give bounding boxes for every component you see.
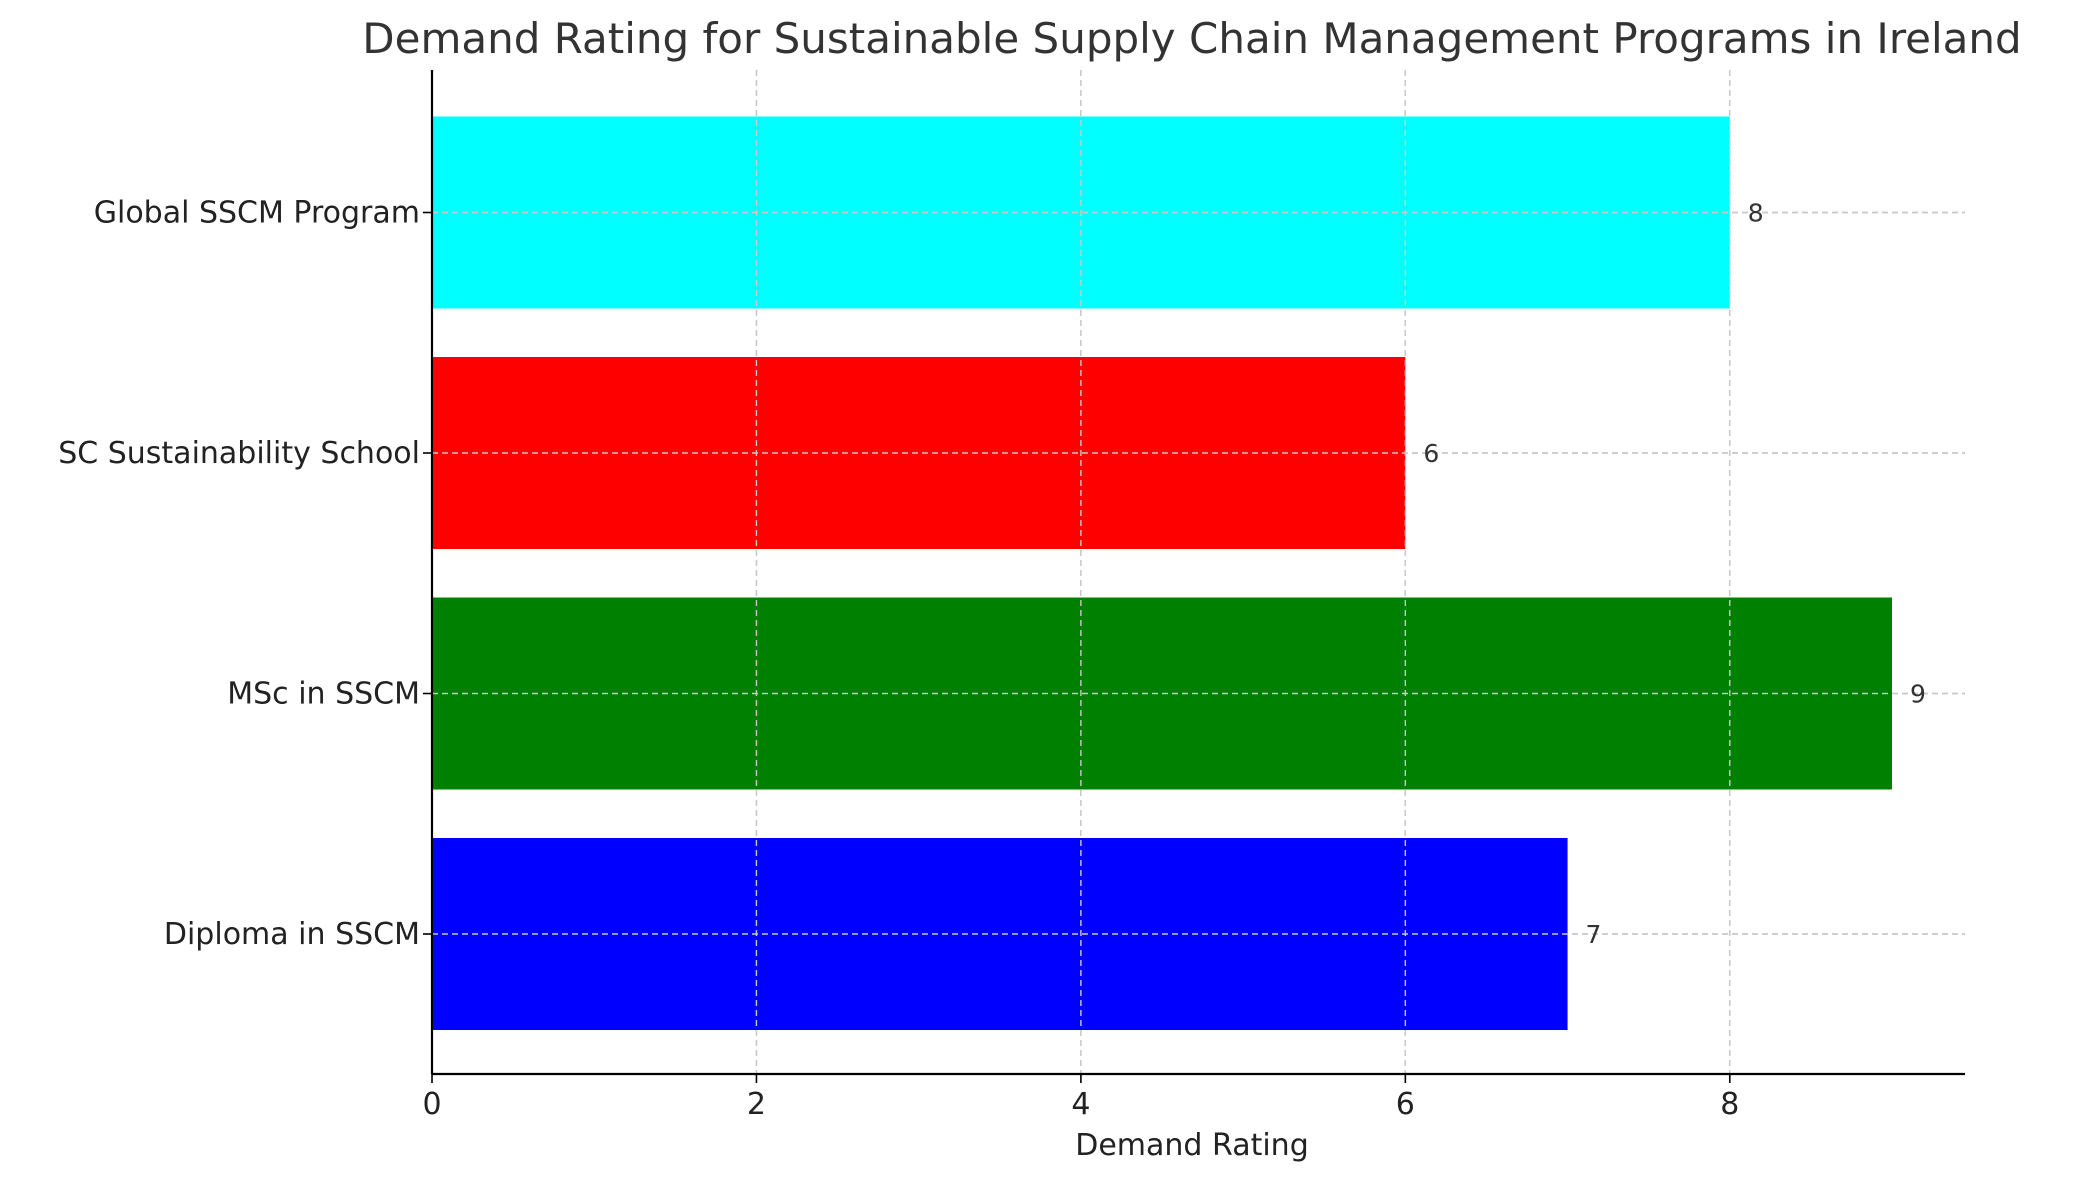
- axes: [423, 70, 1965, 1083]
- labels: 0 2 4 6 8 Diploma in SSCM 7 MSc in SSCM 9 SC Sust…: [58, 196, 1926, 1123]
- category-label: SC Sustainability School: [58, 436, 420, 471]
- bar: [432, 838, 1568, 1030]
- value-label: 6: [1423, 439, 1439, 468]
- x-axis-title: Demand Rating: [1075, 1128, 1308, 1163]
- bars: [432, 116, 1892, 1030]
- chart-title: Demand Rating for Sustainable Supply Cha…: [362, 14, 2021, 63]
- value-label: 7: [1586, 920, 1602, 949]
- x-tick-label: 6: [1396, 1087, 1415, 1122]
- x-tick-label: 8: [1720, 1087, 1739, 1122]
- x-tick-label: 2: [747, 1087, 766, 1122]
- category-label: Diploma in SSCM: [164, 917, 420, 952]
- category-label: MSc in SSCM: [227, 677, 420, 712]
- value-label: 9: [1910, 680, 1926, 709]
- value-label: 8: [1748, 199, 1764, 228]
- x-tick-label: 0: [422, 1087, 441, 1122]
- category-label: Global SSCM Program: [94, 196, 420, 231]
- x-tick-label: 4: [1071, 1087, 1090, 1122]
